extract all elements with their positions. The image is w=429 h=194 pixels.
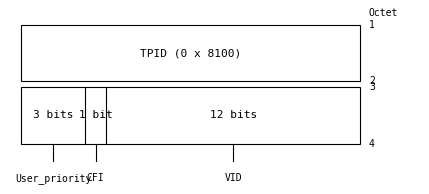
Text: 1: 1 [369, 20, 375, 30]
Text: 4: 4 [369, 139, 375, 149]
Text: 1 bit: 1 bit [79, 110, 112, 120]
Text: TPID (0 x 8100): TPID (0 x 8100) [140, 48, 242, 58]
Text: VID: VID [224, 173, 242, 184]
Text: Octet: Octet [369, 8, 398, 18]
Bar [21, 25, 360, 81]
Text: 12 bits: 12 bits [210, 110, 257, 120]
Text: 3 bits: 3 bits [33, 110, 73, 120]
Bar [21, 87, 360, 144]
Text: CFI: CFI [87, 173, 104, 184]
Text: 2: 2 [369, 76, 375, 87]
Text: 3: 3 [369, 82, 375, 92]
Text: User_priority: User_priority [15, 173, 91, 184]
